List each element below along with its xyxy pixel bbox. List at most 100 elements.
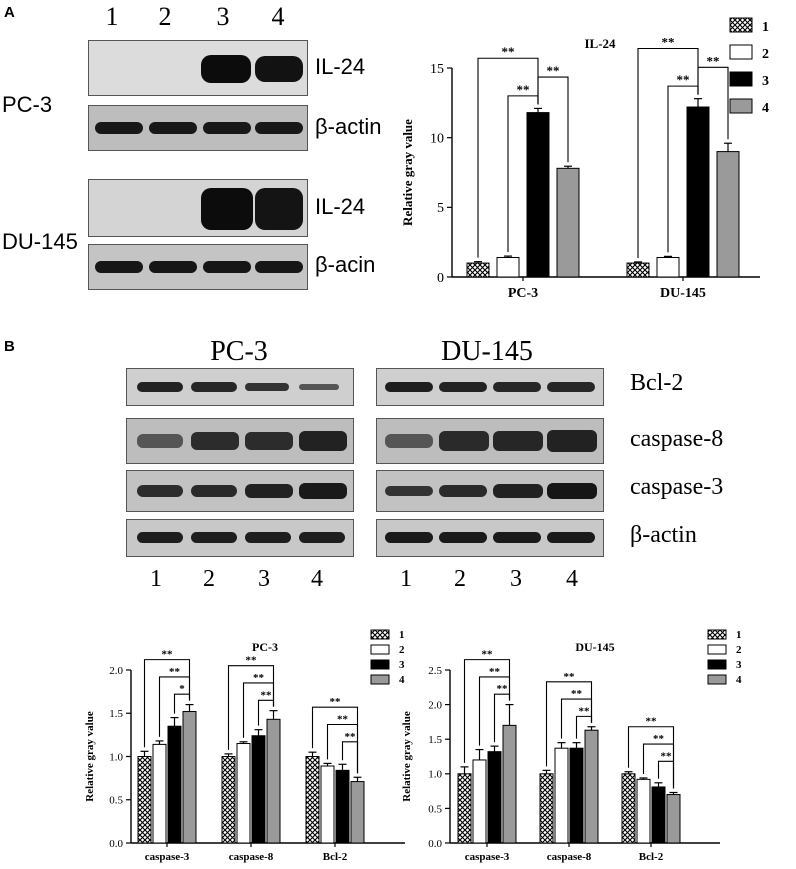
x-tick-label: DU-145 [660,286,706,301]
significance-label: ** [489,666,501,678]
band [149,261,197,273]
chart-title: PC-3 [252,640,278,654]
y-tick-label: 1.0 [109,751,123,763]
band [493,431,543,451]
band [191,485,237,497]
band [547,483,597,499]
legend-label: 3 [736,659,742,671]
significance-label: ** [661,750,673,762]
legend-label: 2 [762,47,769,62]
band [255,188,303,230]
y-axis-label: Relative gray value [400,119,415,226]
blot-du145-actin [376,519,604,557]
legend-swatch [729,17,753,33]
blot-pc3-actin [88,105,308,151]
band [547,430,597,452]
band [191,382,237,392]
lane-number: 4 [311,566,323,592]
bar [584,729,599,844]
significance-label: ** [646,716,658,728]
band [255,261,303,273]
blot-title-du145: DU-145 [441,336,533,367]
band [149,122,197,134]
x-tick-label: Bcl-2 [323,851,348,863]
x-tick-label: caspase-8 [229,851,274,863]
bar [457,773,472,844]
band [95,261,143,273]
y-tick-label: 0.5 [109,795,123,807]
lane-number: 2 [454,566,466,592]
significance-label: ** [677,72,690,87]
bar [636,778,651,844]
significance-bracket [477,57,539,258]
y-tick-label: 0 [437,271,444,286]
legend-label: 3 [399,659,405,671]
blot-label-caspase3: caspase-3 [630,474,724,500]
significance-bracket [627,726,675,789]
legend-swatch [707,674,727,685]
x-tick-label: caspase-8 [547,851,592,863]
blot-du145-caspase3 [376,470,604,512]
significance-label: * [179,683,185,695]
band [493,532,541,543]
lane-number: 1 [150,566,162,592]
panel-b-letter: B [4,338,15,355]
band [245,532,291,543]
blot-label-actin: β-actin [630,522,697,548]
band [439,431,489,451]
band [439,485,487,497]
significance-label: ** [707,53,720,68]
chart-title: IL-24 [584,36,616,51]
bar [539,773,554,844]
legend-label: 2 [736,644,742,656]
band [385,382,433,392]
band [493,382,541,392]
bar [502,724,517,844]
significance-label: ** [330,696,342,708]
panel-a-letter: A [4,4,15,21]
significance-label: ** [579,705,591,717]
significance-label: ** [261,689,273,701]
significance-label: ** [497,683,509,695]
chart-title: DU-145 [575,640,614,654]
significance-label: ** [662,34,675,49]
x-tick-label: caspase-3 [145,851,190,863]
significance-bracket [143,659,191,748]
bar [651,786,666,844]
legend-label: 1 [762,20,769,35]
legend-swatch [729,44,753,60]
lane-number: 2 [203,566,215,592]
legend-swatch [729,71,753,87]
legend-label: 4 [736,674,742,686]
y-tick-label: 15 [430,62,444,77]
band [245,383,289,391]
blot-pc3-bcl2 [126,368,354,406]
legend-label: 1 [736,629,742,641]
band [299,483,347,499]
legend-label: 1 [399,629,405,641]
y-tick-label: 1.0 [428,769,442,781]
blot-pc3-caspase8 [126,418,354,464]
significance-label: ** [246,655,258,667]
band [439,532,487,543]
y-axis-label: Relative gray value [401,711,413,802]
significance-label: ** [345,731,357,743]
blot-pc3-caspase3 [126,470,354,512]
y-tick-label: 0.0 [109,838,123,850]
band [299,431,347,451]
y-tick-label: 2.0 [428,699,442,711]
y-tick-label: 0.5 [428,803,442,815]
lane-number: 3 [510,566,522,592]
band [255,56,303,82]
band [191,432,239,450]
band [201,188,253,230]
lane-number: 1 [400,566,412,592]
legend-label: 2 [399,644,405,656]
band [203,261,251,273]
significance-bracket [311,706,359,774]
legend-swatch [370,629,390,640]
bar [487,751,502,844]
blot-du145-caspase8 [376,418,604,464]
